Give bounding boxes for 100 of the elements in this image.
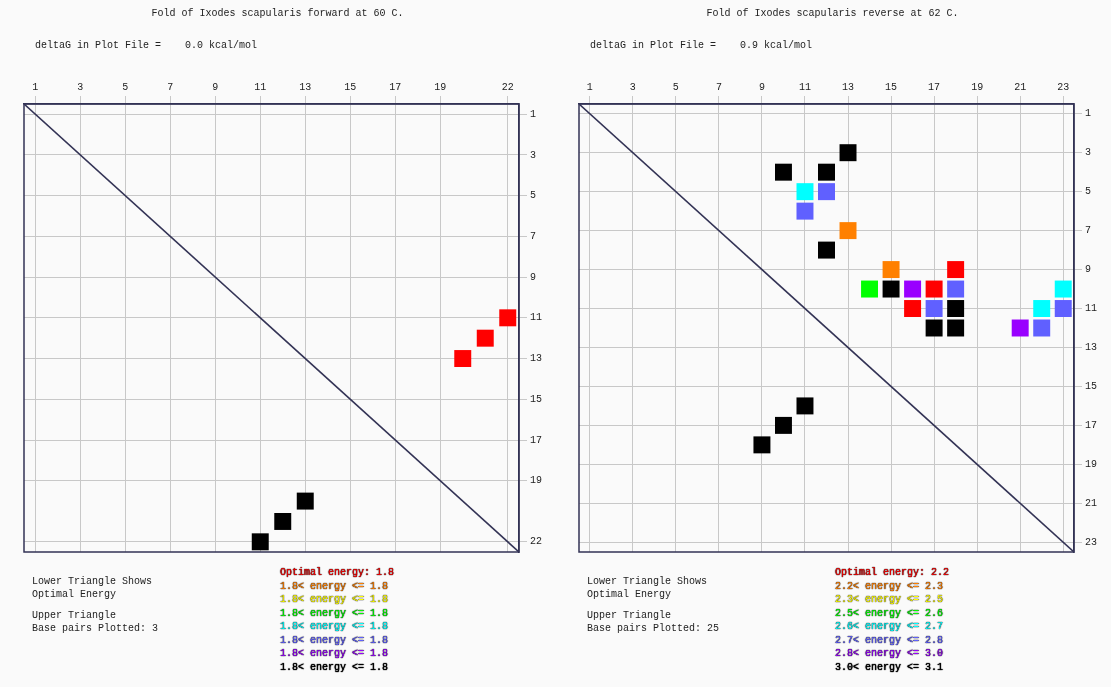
point <box>818 183 835 201</box>
text: 2.8< energy <= 3.0 <box>835 647 945 661</box>
point <box>774 416 792 434</box>
point <box>1033 319 1051 337</box>
y-tick-label: 9 <box>530 271 537 283</box>
point <box>818 241 835 259</box>
text: 2.6< energy <= 2.7 <box>835 620 945 634</box>
y-tick-label: 1 <box>530 108 537 120</box>
x-tick-label: 11 <box>798 81 811 93</box>
y-tick-label: 7 <box>1085 225 1092 237</box>
point <box>274 512 292 530</box>
text: Optimal Energy <box>32 588 117 601</box>
x-tick-label: 22 <box>501 81 514 93</box>
y-tick-label: 13 <box>1085 342 1098 354</box>
y-tick-label: 11 <box>530 312 543 324</box>
y-tick-label: 17 <box>1085 420 1098 432</box>
point <box>904 280 922 298</box>
chart-subtitle: deltaG in Plot File = 0.9 kcal/mol <box>590 40 813 51</box>
text: 2.7< energy <= 2.8 <box>835 633 945 647</box>
x-tick-label: 7 <box>167 81 174 93</box>
y-tick-label: 9 <box>1085 264 1092 276</box>
text: 3.0< energy <= 3.1 <box>835 660 945 674</box>
point <box>947 300 965 318</box>
chart-subtitle: deltaG in Plot File = 0.0 kcal/mol <box>35 40 258 51</box>
point <box>774 163 792 181</box>
x-tick-label: 13 <box>842 81 855 93</box>
x-tick-label: 9 <box>212 81 219 93</box>
point <box>839 222 857 240</box>
x-tick-label: 9 <box>758 81 765 93</box>
text: Base pairs Plotted: 3 <box>32 622 159 635</box>
point <box>251 533 269 551</box>
x-tick-label: 3 <box>629 81 636 93</box>
text: Optimal energy: 2.2 <box>835 566 950 580</box>
y-tick-label: 21 <box>1085 497 1098 509</box>
point <box>796 397 814 415</box>
text: Lower Triangle Shows <box>32 575 154 588</box>
x-tick-label: 5 <box>672 81 679 93</box>
x-tick-label: 17 <box>389 81 402 93</box>
x-tick-label: 1 <box>32 81 39 93</box>
point <box>1033 300 1051 318</box>
y-tick-label: 19 <box>530 475 543 487</box>
point <box>1011 319 1029 337</box>
legend-label: 1.8< energy <= 1.8 <box>280 620 390 634</box>
point <box>925 280 943 298</box>
text: Upper Triangle <box>587 609 672 622</box>
x-tick-label: 15 <box>344 81 357 93</box>
x-tick-label: 15 <box>885 81 898 93</box>
chart-title: Fold of Ixodes scapularis forward at 60 C. <box>150 8 405 19</box>
point <box>925 300 943 318</box>
point <box>904 300 922 318</box>
legend-label: 1.8< energy <= 1.8 <box>280 579 390 593</box>
point <box>947 319 965 337</box>
legend-label: 1.8< energy <= 1.8 <box>280 660 390 674</box>
y-tick-label: 22 <box>530 536 543 548</box>
x-tick-label: 5 <box>122 81 129 93</box>
y-tick-label: 3 <box>1085 147 1092 159</box>
text: Optimal energy: 1.8 <box>280 566 395 580</box>
y-tick-label: 7 <box>530 231 537 242</box>
point <box>1054 280 1072 298</box>
x-tick-label: 3 <box>77 81 84 93</box>
point <box>818 163 835 181</box>
y-tick-label: 15 <box>530 393 543 405</box>
point <box>1054 300 1072 318</box>
point <box>796 202 814 220</box>
y-tick-label: 13 <box>530 353 543 365</box>
point <box>476 329 494 347</box>
y-tick-label: 5 <box>1085 186 1092 198</box>
y-tick-label: 1 <box>1085 108 1092 120</box>
point <box>454 350 472 368</box>
x-tick-label: 1 <box>586 81 593 93</box>
text: Upper Triangle <box>32 609 117 622</box>
x-tick-label: 17 <box>928 81 941 93</box>
y-tick-label: 19 <box>1085 458 1098 470</box>
y-tick-label: 23 <box>1085 536 1098 548</box>
point <box>882 261 900 279</box>
point <box>882 280 900 298</box>
y-tick-label: 5 <box>530 190 537 202</box>
x-tick-label: 21 <box>1014 81 1027 93</box>
legend-label: 1.8< energy <= 1.8 <box>280 647 390 661</box>
point <box>925 319 943 337</box>
chart-title: Fold of Ixodes scapularis reverse at 62 C. <box>705 8 960 19</box>
text: Lower Triangle Shows <box>587 575 709 588</box>
legend-label: 2.3< energy <= 2.5 <box>835 593 945 607</box>
point <box>753 436 771 454</box>
point <box>296 492 314 510</box>
text: Base pairs Plotted: 25 <box>587 622 720 635</box>
legend-label: 1.8< energy <= 1.8 <box>280 606 390 620</box>
y-tick-label: 11 <box>1085 303 1098 315</box>
x-tick-label: 13 <box>299 81 312 93</box>
legend-label: 1.8< energy <= 1.8 <box>280 633 390 647</box>
point <box>499 309 517 327</box>
point <box>947 261 965 279</box>
x-tick-label: 7 <box>715 81 722 93</box>
y-tick-label: 17 <box>530 434 543 446</box>
text: 2.5< energy <= 2.6 <box>835 606 945 620</box>
point <box>861 280 879 298</box>
y-tick-label: 3 <box>530 149 537 161</box>
point <box>796 183 814 201</box>
point <box>947 280 965 298</box>
x-tick-label: 19 <box>434 81 447 93</box>
